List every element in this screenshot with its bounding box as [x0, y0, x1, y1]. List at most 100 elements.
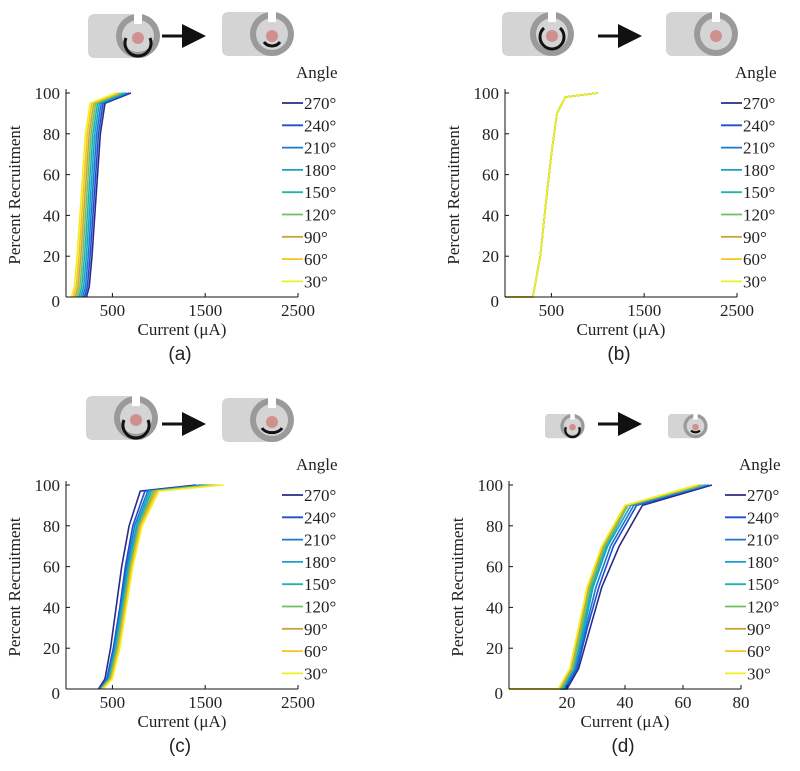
legend-label: 270°: [743, 94, 775, 113]
y-axis-label: Percent Recruitment: [5, 125, 24, 265]
x-axis-label: Current (μA): [138, 712, 227, 731]
legend-label: 90°: [304, 228, 328, 247]
y-tick-label: 40: [486, 598, 503, 617]
data-line: [509, 484, 710, 690]
legend-title: Angle: [735, 63, 777, 82]
x-tick-label: 2500: [720, 301, 754, 320]
legend-label: 60°: [304, 250, 328, 269]
data-line: [509, 484, 704, 690]
data-line: [509, 484, 698, 690]
data-line: [100, 484, 209, 690]
y-tick-label: 0: [491, 292, 500, 311]
y-tick-label: 20: [486, 639, 503, 658]
y-tick-label: 0: [52, 684, 61, 703]
legend-label: 210°: [304, 531, 336, 550]
legend-label: 60°: [743, 250, 767, 269]
legend-label: 60°: [304, 642, 328, 661]
legend-label: 210°: [304, 139, 336, 158]
y-tick-label: 100: [35, 476, 61, 495]
data-line: [101, 484, 220, 690]
legend-title: Angle: [296, 455, 338, 474]
y-tick-label: 60: [43, 166, 60, 185]
x-tick-label: 40: [617, 693, 634, 712]
y-tick-label: 20: [43, 639, 60, 658]
legend-label: 210°: [743, 139, 775, 158]
icons: [86, 10, 738, 442]
x-tick-label: 80: [733, 693, 750, 712]
data-line: [83, 92, 130, 298]
legend-label: 30°: [304, 664, 328, 683]
data-line: [505, 92, 598, 298]
panel-caption: (b): [607, 344, 630, 365]
legend-label: 270°: [304, 94, 336, 113]
legend-label: 150°: [747, 575, 779, 594]
x-tick-label: 20: [559, 693, 576, 712]
legend-label: 30°: [747, 664, 771, 683]
y-tick-label: 80: [482, 125, 499, 144]
data-line: [80, 92, 126, 298]
y-tick-label: 60: [486, 558, 503, 577]
y-tick-label: 0: [495, 684, 504, 703]
legend-title: Angle: [739, 455, 781, 474]
legend-label: 90°: [743, 228, 767, 247]
legend-label: 30°: [304, 272, 328, 291]
y-tick-label: 60: [482, 166, 499, 185]
legend-title: Angle: [296, 63, 338, 82]
legend-label: 90°: [304, 620, 328, 639]
legend-label: 270°: [747, 486, 779, 505]
data-line: [70, 92, 117, 298]
y-axis-label: Percent Recruitment: [5, 517, 24, 657]
data-line: [81, 92, 128, 298]
data-line: [509, 484, 704, 690]
legend-label: 180°: [304, 553, 336, 572]
data-line: [509, 484, 707, 690]
x-axis-label: Current (μA): [577, 320, 666, 339]
data-line: [505, 92, 598, 298]
data-line: [85, 92, 132, 298]
legend-label: 120°: [304, 206, 336, 225]
x-tick-label: 1500: [627, 301, 661, 320]
y-tick-label: 60: [43, 558, 60, 577]
legend-label: 150°: [304, 183, 336, 202]
data-line: [72, 92, 119, 298]
y-tick-label: 100: [35, 84, 61, 103]
data-line: [505, 92, 598, 298]
x-axis-label: Current (μA): [138, 320, 227, 339]
x-tick-label: 1500: [188, 693, 222, 712]
y-tick-label: 80: [43, 517, 60, 536]
legend-label: 90°: [747, 620, 771, 639]
panel: 0 20 40 60 80 100 500 1500 2500 Current (μA) Perce…: [5, 63, 338, 365]
x-tick-label: 2500: [281, 693, 315, 712]
legend-label: 30°: [743, 272, 767, 291]
x-tick-label: 60: [675, 693, 692, 712]
y-tick-label: 80: [43, 125, 60, 144]
y-tick-label: 100: [478, 476, 504, 495]
y-tick-label: 40: [482, 206, 499, 225]
data-line: [97, 484, 197, 690]
data-line: [101, 484, 217, 690]
data-line: [76, 92, 122, 298]
data-line: [505, 92, 598, 298]
y-axis-label: Percent Recruitment: [444, 125, 463, 265]
x-tick-label: 1500: [188, 301, 222, 320]
y-tick-label: 0: [52, 292, 61, 311]
data-line: [505, 92, 598, 298]
y-tick-label: 20: [482, 247, 499, 266]
data-line: [99, 484, 204, 690]
y-tick-label: 100: [474, 84, 500, 103]
data-line: [78, 92, 124, 298]
data-line: [505, 92, 598, 298]
data-line: [505, 92, 598, 298]
legend-label: 240°: [304, 508, 336, 527]
data-line: [98, 484, 201, 690]
x-tick-label: 500: [100, 693, 126, 712]
x-tick-label: 2500: [281, 301, 315, 320]
legend-label: 120°: [304, 598, 336, 617]
data-line: [505, 92, 598, 298]
panel-caption: (a): [168, 344, 191, 365]
data-line: [74, 92, 121, 298]
panel: 0 20 40 60 80 100 20 40 60 80 Current (μA) Percent …: [448, 455, 781, 757]
y-tick-label: 80: [486, 517, 503, 536]
